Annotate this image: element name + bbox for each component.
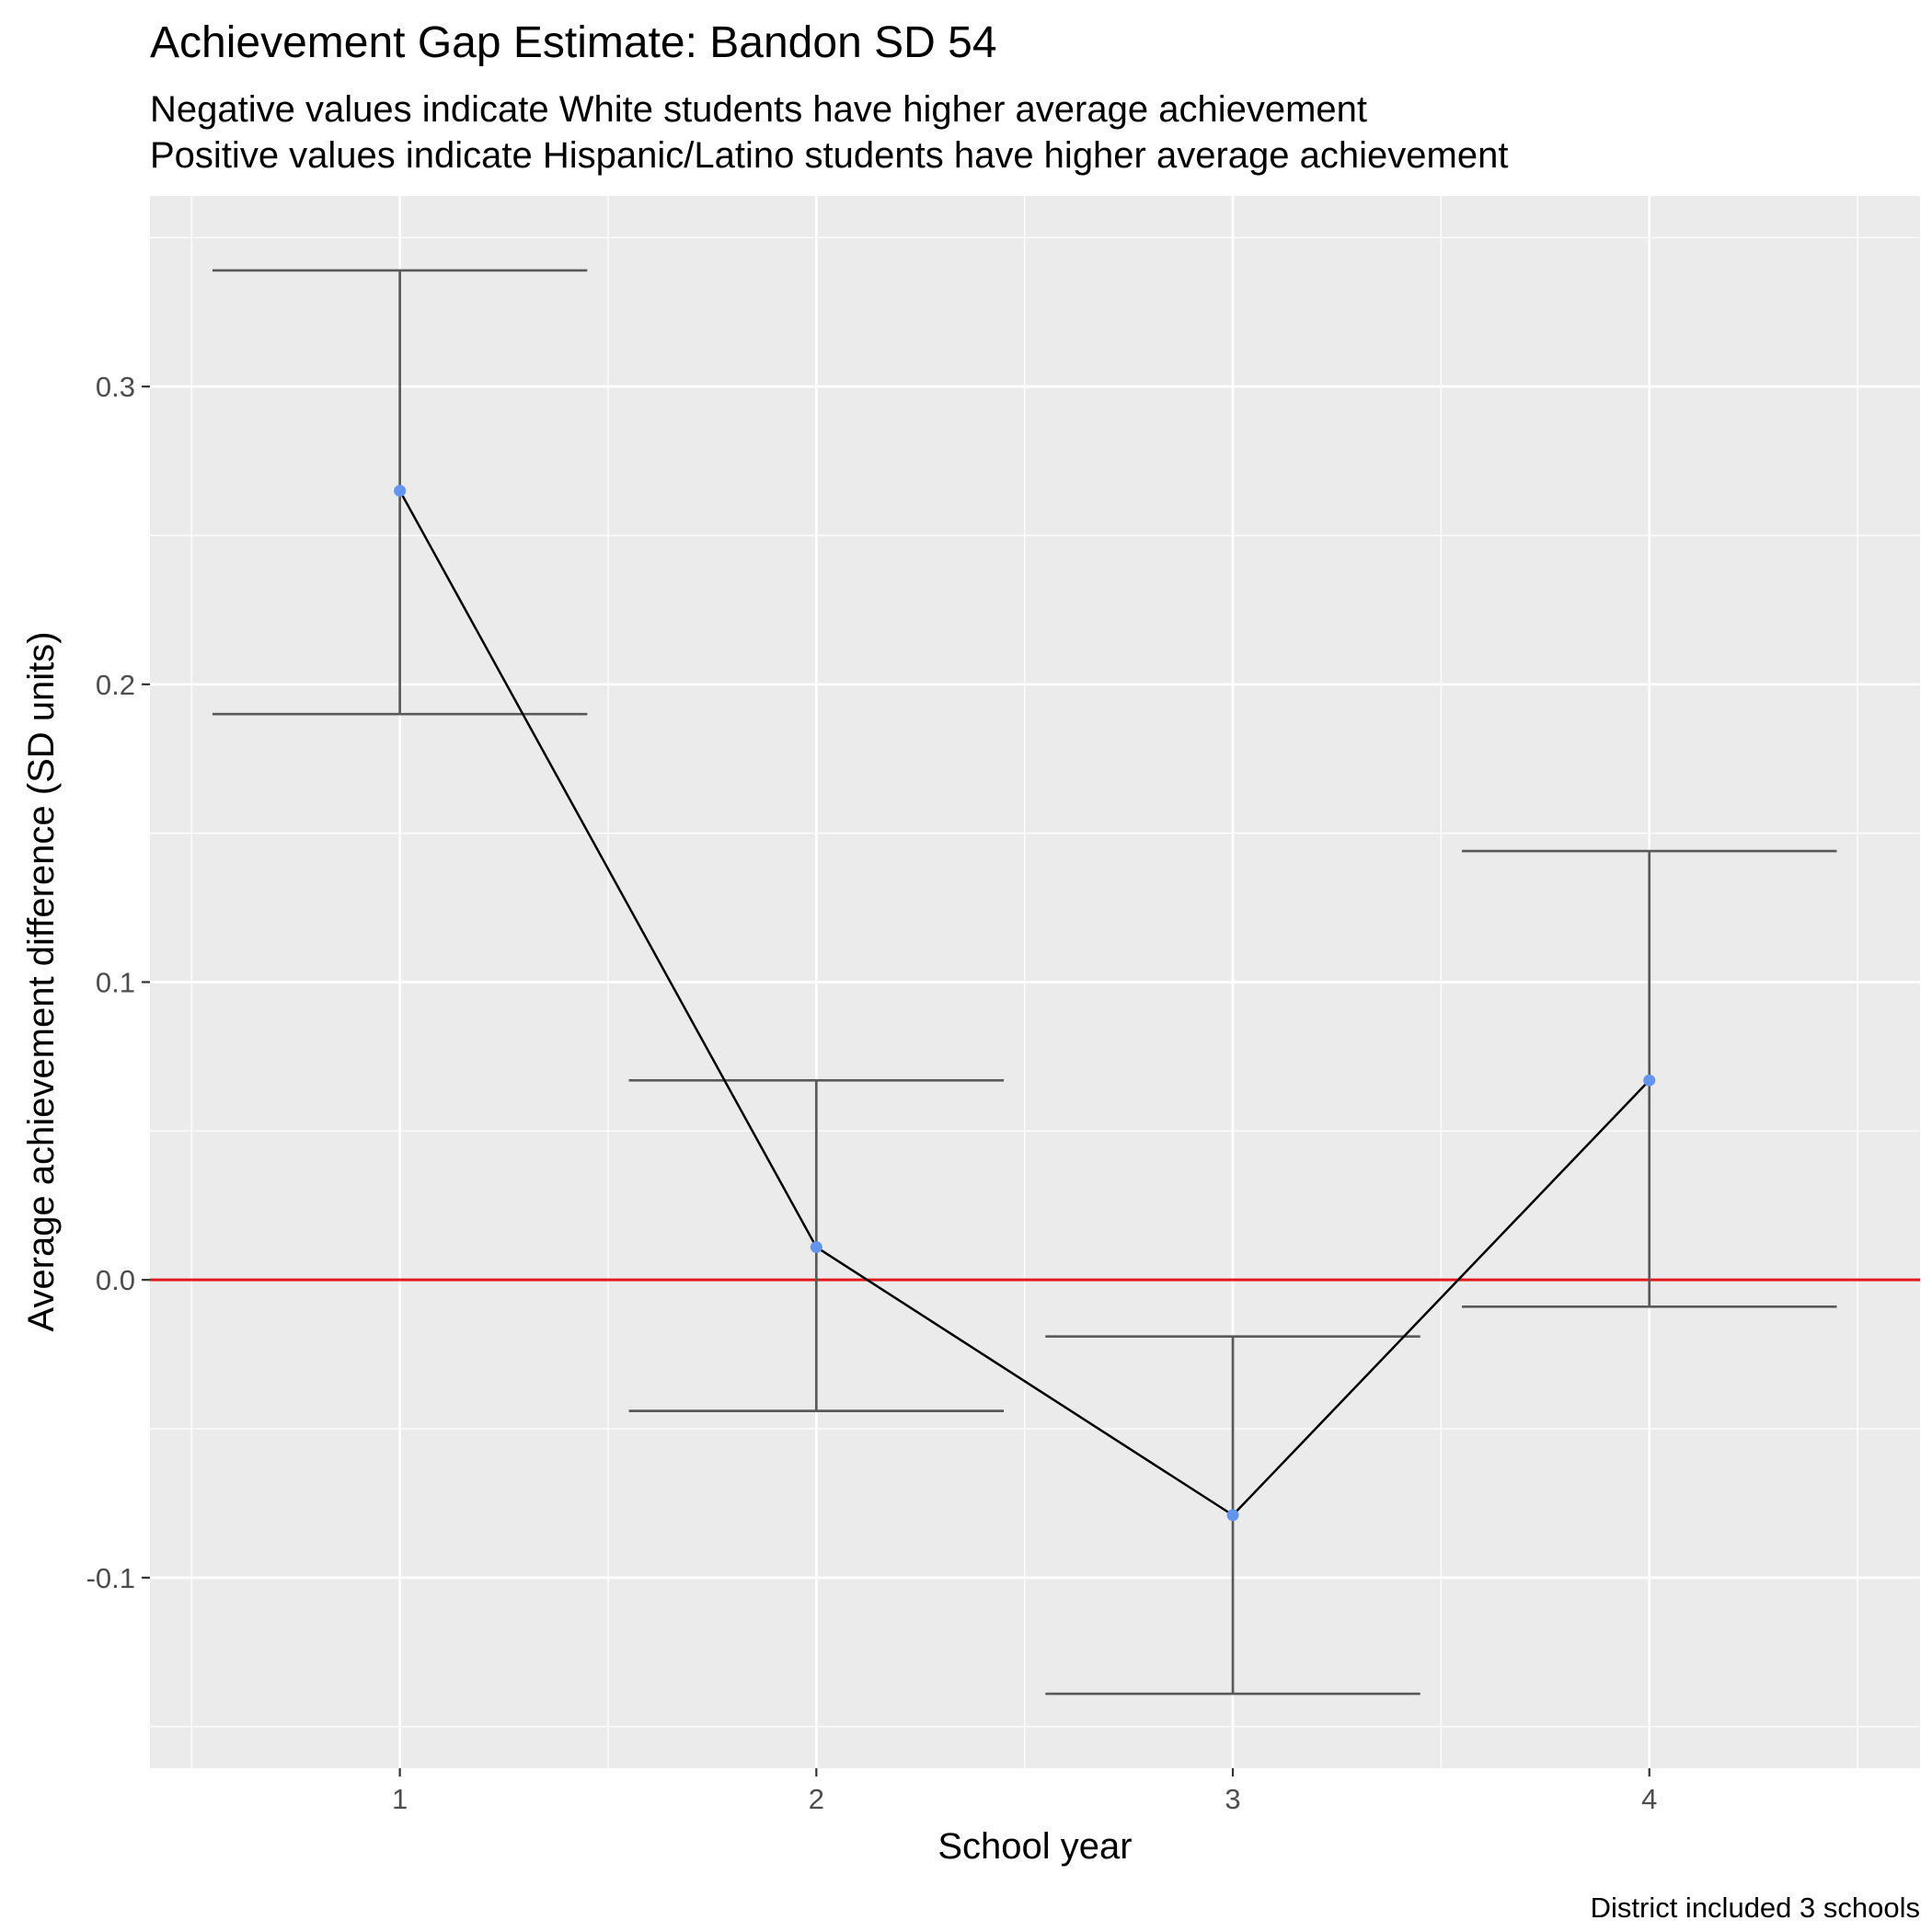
y-tick-label: 0.0 — [96, 1264, 135, 1296]
x-axis-ticks: 1 2 3 4 — [392, 1768, 1657, 1815]
estimate-line — [398, 489, 1650, 1517]
data-point — [1226, 1509, 1239, 1522]
x-axis-title: School year — [937, 1826, 1132, 1867]
chart-subtitle-line-1: Negative values indicate White students … — [150, 89, 1367, 130]
y-tick-label: 0.3 — [96, 371, 135, 403]
y-tick-label: 0.1 — [96, 967, 135, 999]
y-axis-title: Average achievement difference (SD units… — [21, 631, 62, 1331]
y-axis-ticks: -0.1 0.0 0.1 0.2 0.3 — [86, 371, 150, 1594]
x-tick-label: 3 — [1225, 1783, 1240, 1815]
x-tick-label: 2 — [809, 1783, 824, 1815]
x-tick-label: 4 — [1641, 1783, 1657, 1815]
y-tick-label: 0.2 — [96, 669, 135, 701]
chart-title: Achievement Gap Estimate: Bandon SD 54 — [150, 18, 997, 67]
data-points — [394, 484, 1656, 1522]
data-point — [1643, 1074, 1656, 1087]
y-tick-label: -0.1 — [86, 1562, 135, 1594]
chart-subtitle-line-2: Positive values indicate Hispanic/Latino… — [150, 135, 1508, 176]
data-point — [810, 1241, 822, 1254]
chart-caption: District included 3 schools — [1591, 1892, 1920, 1924]
data-point — [394, 484, 407, 497]
x-tick-label: 1 — [392, 1783, 408, 1815]
estimate-line-group — [398, 489, 1650, 1517]
